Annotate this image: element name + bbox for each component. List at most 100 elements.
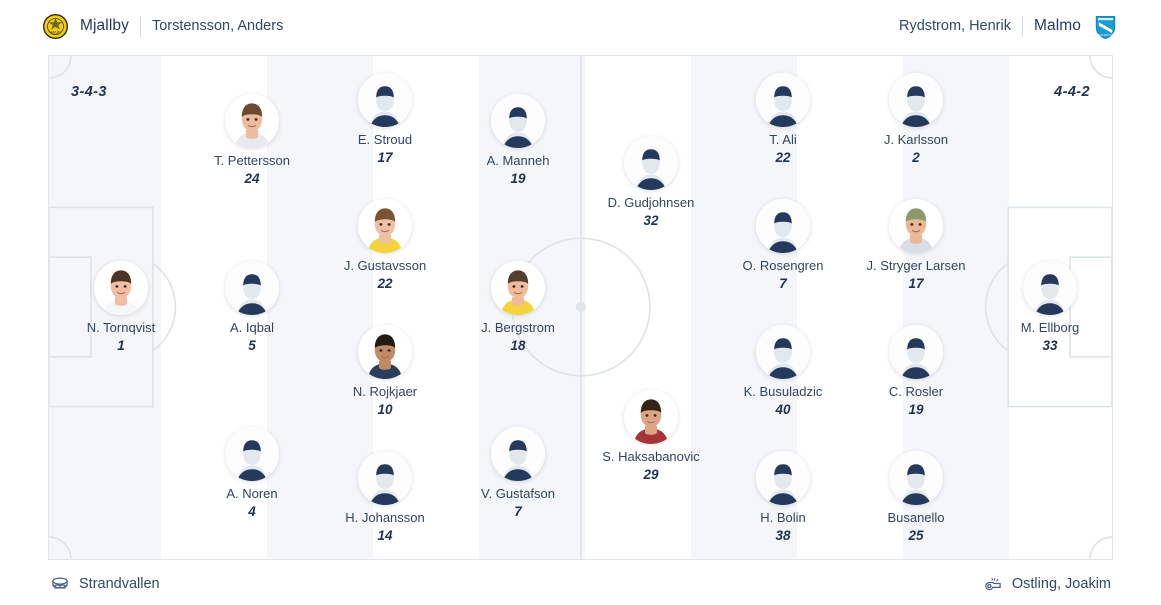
player-card[interactable]: Busanello 25 [854,451,978,544]
player-avatar[interactable] [624,136,678,190]
player-name: O. Rosengren [742,258,824,273]
player-card[interactable]: A. Iqbal 5 [190,261,314,354]
player-avatar[interactable] [756,325,810,379]
player-avatar[interactable] [756,73,810,127]
stadium-name: Strandvallen [79,576,160,592]
player-name: M. Ellborg [1020,320,1080,335]
player-name: J. Bergstrom [481,320,555,335]
player-card[interactable]: J. Gustavsson 22 [323,199,447,292]
player-avatar[interactable] [358,325,412,379]
player-avatar[interactable] [358,73,412,127]
player-photo [225,94,279,148]
player-avatar[interactable] [491,427,545,481]
player-card[interactable]: E. Stroud 17 [323,73,447,166]
player-card[interactable]: O. Rosengren 7 [721,199,845,292]
player-avatar[interactable] [491,94,545,148]
player-card[interactable]: T. Ali 22 [721,73,845,166]
player-name: T. Ali [769,132,797,147]
player-avatar[interactable] [889,451,943,505]
player-name: V. Gustafson [481,486,555,501]
player-card[interactable]: J. Bergstrom 18 [456,261,580,354]
player-avatar[interactable] [225,427,279,481]
player-avatar[interactable] [756,199,810,253]
player-name: Busanello [887,510,945,525]
pitch: 3-4-3 4-4-2 N. Tornqvist 1 T. Pettersson 24… [48,55,1113,560]
player-number: 7 [514,504,522,519]
player-avatar[interactable] [491,261,545,315]
player-photo [358,325,412,379]
player-number: 1 [117,338,125,353]
player-card[interactable]: K. Busuladzic 40 [721,325,845,418]
player-avatar[interactable] [889,325,943,379]
player-card[interactable]: N. Tornqvist 1 [59,261,183,354]
player-number: 32 [643,213,659,228]
player-avatar[interactable] [889,199,943,253]
player-silhouette-icon [225,427,279,481]
player-number: 40 [775,402,791,417]
player-silhouette-icon [756,451,810,505]
player-card[interactable]: A. Noren 4 [190,427,314,520]
player-avatar[interactable] [94,261,148,315]
home-formation-label: 3-4-3 [71,84,107,100]
player-silhouette-icon [358,451,412,505]
player-card[interactable]: N. Rojkjaer 10 [323,325,447,418]
player-card[interactable]: M. Ellborg 33 [988,261,1112,354]
player-avatar[interactable] [1023,261,1077,315]
player-photo [491,261,545,315]
player-card[interactable]: C. Rosler 19 [854,325,978,418]
player-silhouette-icon [624,136,678,190]
player-avatar[interactable] [358,451,412,505]
mjallby-crest-icon: MAIF [43,13,68,39]
player-card[interactable]: V. Gustafson 7 [456,427,580,520]
player-number: 10 [377,402,393,417]
player-silhouette-icon [889,73,943,127]
player-number: 4 [248,504,256,519]
away-team-header[interactable]: Rydstrom, Henrik Malmo MALMÖ FF [899,13,1119,40]
player-avatar[interactable] [358,199,412,253]
player-name: C. Rosler [888,384,944,399]
home-team-header[interactable]: MAIF Mjallby Torstensson, Anders [42,13,283,40]
player-card[interactable]: J. Karlsson 2 [854,73,978,166]
player-silhouette-icon [756,73,810,127]
player-name: E. Stroud [357,132,413,147]
home-team-name: Mjallby [80,17,129,34]
away-coach-name: Rydstrom, Henrik [898,18,1011,34]
player-name: N. Rojkjaer [352,384,418,399]
player-card[interactable]: S. Haksabanovic 29 [589,390,713,483]
player-card[interactable]: D. Gudjohnsen 32 [589,136,713,229]
svg-text:MAIF: MAIF [50,30,60,35]
player-number: 22 [377,276,393,291]
player-card[interactable]: T. Pettersson 24 [190,94,314,187]
player-name: T. Pettersson [214,153,290,168]
player-number: 7 [779,276,787,291]
match-header: MAIF Mjallby Torstensson, Anders Rydstro… [0,0,1161,52]
stadium-info[interactable]: Strandvallen [50,574,160,594]
player-avatar[interactable] [225,261,279,315]
player-card[interactable]: H. Bolin 38 [721,451,845,544]
player-number: 17 [377,150,393,165]
whistle-icon [985,578,1001,591]
referee-info[interactable]: Ostling, Joakim [983,574,1111,594]
player-silhouette-icon [756,199,810,253]
match-footer: Strandvallen Ostling, Joakim [0,563,1161,605]
player-photo [889,199,943,253]
away-team-name: Malmo [1033,17,1081,34]
player-name: A. Iqbal [229,320,275,335]
player-name: A. Noren [226,486,278,501]
player-number: 17 [908,276,924,291]
player-avatar[interactable] [225,94,279,148]
player-photo [94,261,148,315]
player-photo [358,199,412,253]
player-name: J. Karlsson [883,132,949,147]
player-name: D. Gudjohnsen [607,195,695,210]
player-name: K. Busuladzic [743,384,823,399]
player-card[interactable]: H. Johansson 14 [323,451,447,544]
player-card[interactable]: J. Stryger Larsen 17 [854,199,978,292]
player-avatar[interactable] [756,451,810,505]
player-name: S. Haksabanovic [602,449,700,464]
player-number: 33 [1042,338,1058,353]
player-silhouette-icon [358,73,412,127]
player-avatar[interactable] [624,390,678,444]
player-avatar[interactable] [889,73,943,127]
player-card[interactable]: A. Manneh 19 [456,94,580,187]
